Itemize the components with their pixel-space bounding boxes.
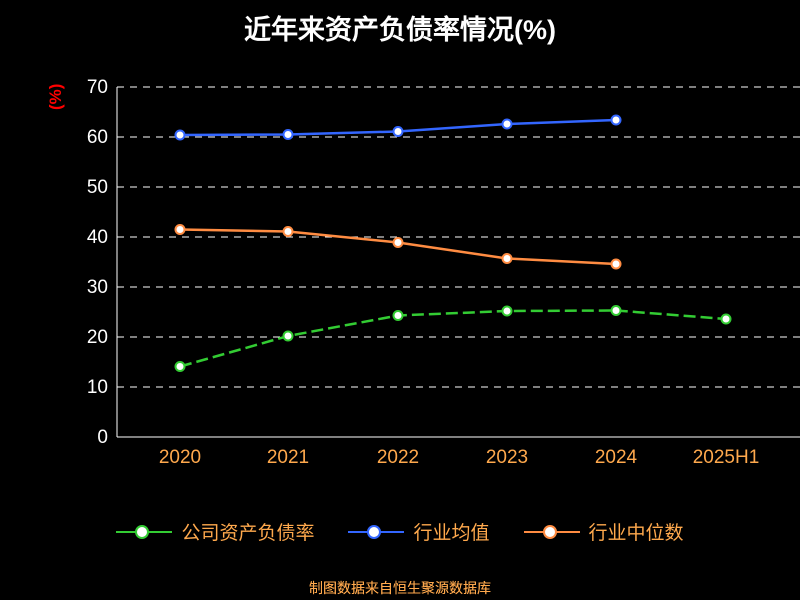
data-point bbox=[174, 361, 186, 372]
y-tick-50: 50 bbox=[86, 177, 108, 198]
x-tick-2022: 2022 bbox=[376, 447, 420, 468]
data-point bbox=[610, 258, 622, 270]
data-point bbox=[720, 313, 732, 325]
y-tick-40: 40 bbox=[86, 227, 108, 248]
legend-item-company[interactable]: 公司资产负债率 bbox=[116, 518, 314, 545]
data-point bbox=[174, 129, 186, 141]
legend-item-industry-median[interactable]: 行业中位数 bbox=[523, 518, 684, 545]
legend-label-company: 公司资产负债率 bbox=[181, 523, 315, 544]
x-tick-2025H1: 2025H1 bbox=[692, 447, 760, 468]
y-tick-60: 60 bbox=[86, 127, 108, 148]
data-point bbox=[501, 118, 513, 130]
data-point bbox=[501, 305, 513, 317]
data-point bbox=[392, 310, 404, 321]
data-point bbox=[174, 224, 186, 235]
data-point bbox=[392, 126, 404, 137]
y-tick-10: 10 bbox=[86, 377, 108, 398]
x-tick-2023: 2023 bbox=[485, 447, 529, 468]
legend-label-industry-median: 行业中位数 bbox=[588, 523, 684, 544]
x-tick-2021: 2021 bbox=[266, 447, 310, 468]
page-title: 近年来资产负债率情况(%) bbox=[244, 15, 556, 45]
y-tick-70: 70 bbox=[86, 77, 108, 98]
legend-swatch-industry-mean bbox=[348, 523, 405, 541]
data-point bbox=[282, 129, 294, 140]
data-point bbox=[610, 114, 622, 126]
footnote-text-overlay: 制图数据来自恒生聚源数据库 bbox=[309, 580, 491, 596]
legend-label-industry-mean: 行业均值 bbox=[413, 523, 490, 544]
series-line-0 bbox=[179, 309, 727, 368]
legend-swatch-company bbox=[116, 523, 173, 541]
y-tick-20: 20 bbox=[86, 327, 108, 348]
legend-swatch-industry-median bbox=[523, 523, 580, 541]
y-tick-30: 30 bbox=[86, 277, 108, 298]
data-point bbox=[392, 237, 404, 248]
footnote-text: 制图数据来自恒生聚源数据库 bbox=[309, 580, 491, 596]
data-point bbox=[282, 330, 294, 342]
data-point bbox=[282, 226, 294, 237]
y-axis-ticks: 70 60 50 40 30 20 10 0 bbox=[68, 0, 108, 600]
x-tick-2020: 2020 bbox=[158, 447, 202, 468]
data-point bbox=[610, 305, 622, 316]
data-point bbox=[501, 253, 513, 264]
footnote: 制图数据来自恒生聚源数据库 制图数据来自恒生聚源数据库 bbox=[0, 578, 800, 598]
legend: 公司资产负债率 行业均值 行业中位数 bbox=[0, 518, 800, 545]
y-tick-0: 0 bbox=[97, 427, 108, 448]
legend-item-industry-mean[interactable]: 行业均值 bbox=[348, 518, 490, 545]
x-tick-2024: 2024 bbox=[594, 447, 638, 468]
